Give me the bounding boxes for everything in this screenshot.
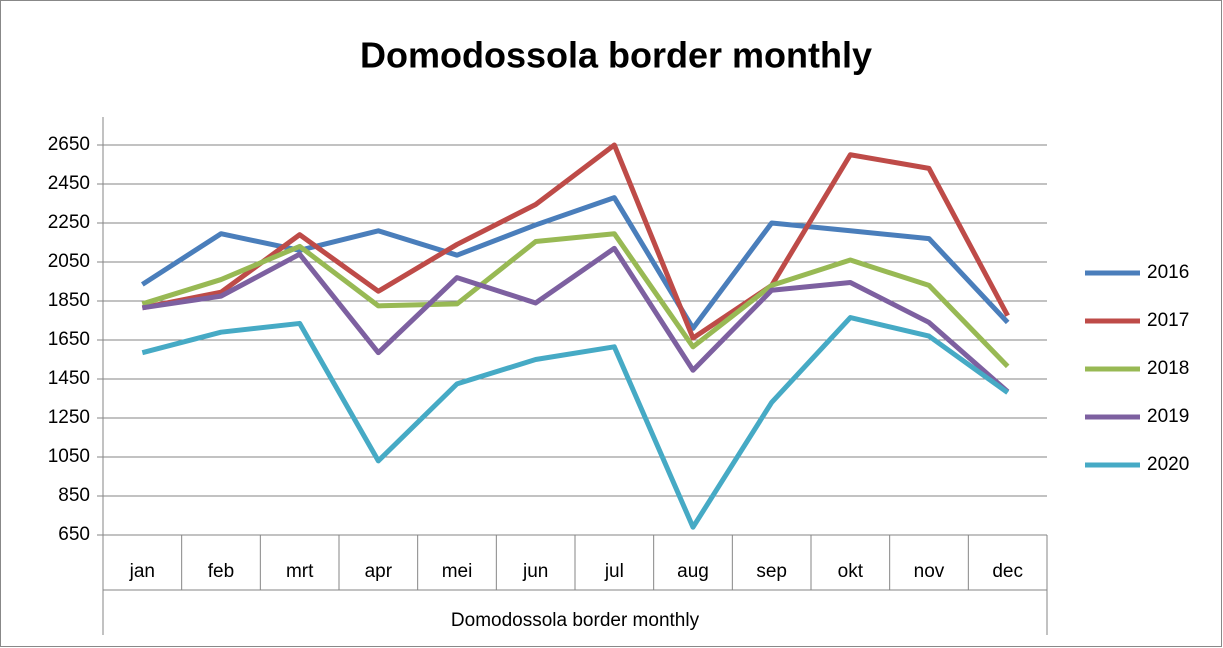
x-axis-title: Domodossola border monthly (451, 610, 700, 631)
y-tick-label: 2250 (48, 212, 90, 233)
y-tick-label: 850 (58, 485, 90, 506)
x-tick-label: nov (914, 561, 945, 582)
legend-label: 2019 (1147, 406, 1189, 427)
series-line (141, 142, 1010, 341)
chart-title: Domodossola border monthly (360, 35, 872, 76)
x-tick-label: jun (522, 561, 548, 582)
series-line (140, 195, 1010, 331)
legend-label: 2017 (1147, 310, 1189, 331)
legend-label: 2020 (1147, 454, 1189, 475)
series-line (141, 231, 1010, 369)
y-tick-label: 1450 (48, 368, 90, 389)
x-tick-label: jan (129, 561, 155, 582)
legend-label: 2018 (1147, 358, 1189, 379)
x-tick-label: aug (677, 561, 709, 582)
y-tick-label: 1050 (48, 446, 90, 467)
x-tick-label: mrt (286, 561, 314, 582)
x-tick-label: dec (992, 561, 1023, 582)
y-tick-label: 1250 (48, 407, 90, 428)
series-line (141, 245, 1010, 394)
y-tick-label: 650 (58, 524, 90, 545)
x-tick-label: okt (838, 561, 864, 582)
x-tick-label: mei (442, 561, 473, 582)
x-tick-label: jul (604, 561, 624, 582)
series-line (141, 315, 1010, 530)
y-tick-label: 1850 (48, 290, 90, 311)
y-tick-label: 1650 (48, 329, 90, 350)
y-tick-label: 2450 (48, 173, 90, 194)
x-tick-label: apr (365, 561, 393, 582)
x-tick-label: feb (208, 561, 234, 582)
y-tick-label: 2050 (48, 251, 90, 272)
x-tick-label: sep (756, 561, 787, 582)
y-tick-label: 2650 (48, 134, 90, 155)
legend-label: 2016 (1147, 262, 1189, 283)
